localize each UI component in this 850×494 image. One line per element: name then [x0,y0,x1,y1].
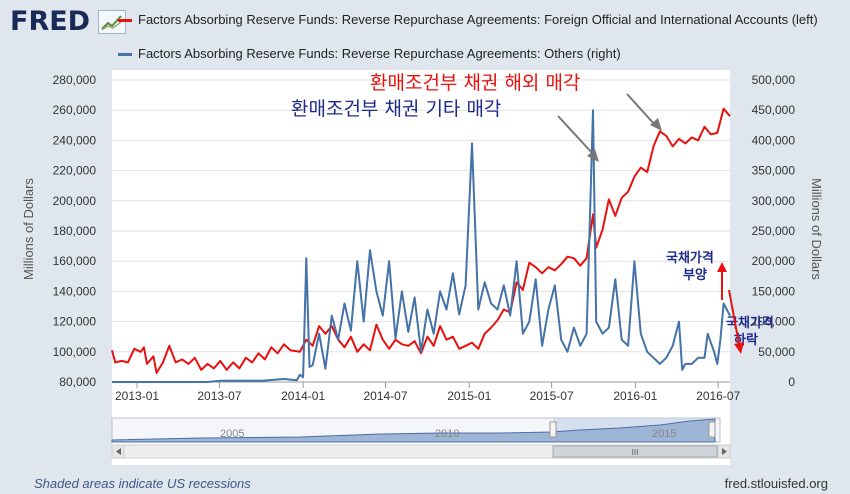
right-tick-label: 50,000 [758,345,795,359]
left-tick-label: 100,000 [53,345,97,359]
scrollbar-thumb[interactable] [552,445,718,458]
arrow-price-up-head [717,262,727,272]
chevron-right-icon [722,448,727,455]
left-tick-label: 200,000 [53,194,97,208]
series-line-foreign [111,107,731,374]
left-tick-label: 180,000 [53,224,97,238]
x-tick-label: 2015-01 [447,389,491,403]
right-tick-label: 200,000 [752,254,796,268]
source-link[interactable]: fred.stlouisfed.org [724,476,828,491]
x-tick-label: 2015-07 [530,389,574,403]
line-chart-icon [98,10,126,34]
arrow-price-down [728,289,740,345]
navigator-year-2010: 2010 [435,428,459,440]
right-tick-label: 250,000 [752,224,796,238]
navigator-year-2015: 2015 [652,428,676,440]
right-tick-label: 450,000 [752,103,796,117]
x-tick-label: 2013-01 [115,389,159,403]
legend-swatch-foreign [118,19,132,22]
arrow-other-sale [557,115,595,156]
annotation-foreign-sale: 환매조건부 채권 해외 매각 [370,72,580,94]
left-axis-label: Millions of Dollars [21,178,36,280]
left-tick-label: 160,000 [53,254,97,268]
left-tick-label: 280,000 [53,73,97,87]
legend-label-foreign: Factors Absorbing Reserve Funds: Reverse… [138,12,818,27]
arrow-other-sale-head [587,149,599,162]
right-axis-label: Millions of Dollars [809,178,824,280]
navigator-handle-left[interactable] [549,421,557,438]
recession-note: Shaded areas indicate US recessions [34,476,251,491]
right-axis-ticks: 0 50,000 100,000 150,000 200,000 250,000 300,0… [752,73,796,389]
right-tick-label: 350,000 [752,164,796,178]
right-tick-label: 150,000 [752,284,796,298]
legend-item-others[interactable]: Factors Absorbing Reserve Funds: Reverse… [118,46,844,62]
left-axis-ticks: 80,000 100,000 120,000 140,000 160,000 180,00… [53,73,97,389]
series-group [111,107,731,383]
x-tick-label: 2016-07 [696,389,740,403]
left-tick-label: 140,000 [53,284,97,298]
navigator-handle-right[interactable] [708,421,716,438]
annotation-price-down-1: 국채가격 [726,316,774,331]
legend-label-others: Factors Absorbing Reserve Funds: Reverse… [138,46,621,61]
arrow-foreign-sale [626,93,657,127]
series-line-others [112,109,731,383]
fred-logo[interactable]: FRED [10,6,91,37]
x-tick-label: 2014-01 [281,389,325,403]
right-tick-label: 500,000 [752,73,796,87]
line-chart-icon-glyph [101,15,122,31]
arrow-foreign-sale-head [650,118,662,131]
left-tick-label: 80,000 [59,375,96,389]
x-tick-label: 2013-07 [197,389,241,403]
right-tick-label: 100,000 [752,315,796,329]
right-tick-label: 400,000 [752,133,796,147]
legend-item-foreign[interactable]: Factors Absorbing Reserve Funds: Reverse… [118,12,844,28]
legend-swatch-others [118,53,132,56]
x-tick-label: 2016-01 [613,389,657,403]
left-tick-label: 120,000 [53,315,97,329]
left-tick-label: 220,000 [53,164,97,178]
arrow-price-down-head [734,342,744,354]
chevron-left-icon [116,448,121,455]
left-tick-label: 260,000 [53,103,97,117]
x-tick-label: 2014-07 [363,389,407,403]
right-tick-label: 300,000 [752,194,796,208]
annotation-price-up-2: 부양 [683,268,707,283]
plot-background [112,70,730,465]
scrollbar-grip: III [632,448,639,457]
navigator-year-2005: 2005 [220,428,244,440]
annotation-other-sale: 환매조건부 채권 기타 매각 [291,98,501,120]
right-tick-label: 0 [788,375,795,389]
left-tick-label: 240,000 [53,133,97,147]
annotation-price-up-1: 국채가격 [666,251,714,266]
